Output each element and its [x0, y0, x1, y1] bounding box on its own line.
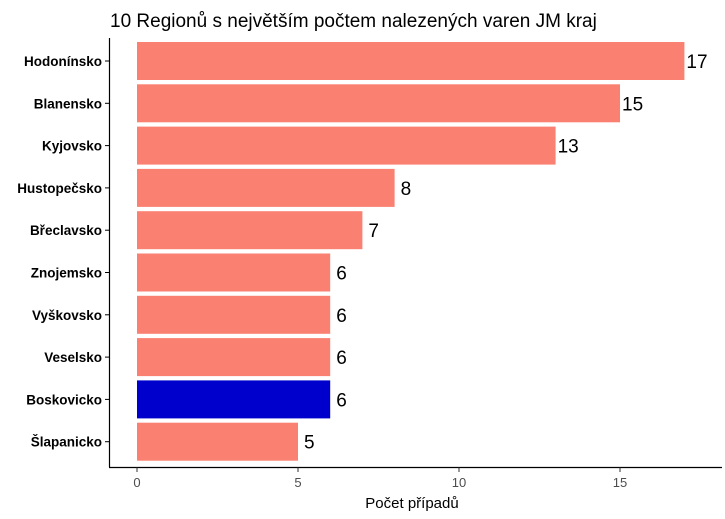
- y-tick-label: Kyjovsko: [42, 139, 102, 154]
- bar-Vyškovsko: [137, 295, 331, 334]
- bar-Šlapanicko: [137, 422, 298, 461]
- bar-Boskovicko: [137, 380, 331, 419]
- data-label: 6: [336, 306, 347, 327]
- y-tick-label: Boskovicko: [26, 392, 102, 407]
- data-label: 8: [401, 179, 412, 200]
- y-tick-label: Znojemsko: [31, 266, 102, 281]
- y-tick-label: Veselsko: [44, 350, 102, 365]
- bar-Hodonínsko: [137, 42, 685, 80]
- data-label: 7: [368, 221, 379, 242]
- y-tick-label: Hodonínsko: [24, 54, 102, 69]
- data-label: 6: [336, 390, 347, 411]
- y-tick-label: Vyškovsko: [32, 308, 102, 323]
- bar-Blanensko: [137, 84, 620, 123]
- data-label: 5: [304, 433, 315, 454]
- x-axis-title: Počet případů: [365, 495, 458, 512]
- data-label: 6: [336, 348, 347, 369]
- x-tick-label: 15: [613, 475, 627, 490]
- bar-Hustopečsko: [137, 168, 395, 207]
- y-tick-label: Hustopečsko: [17, 181, 102, 196]
- bar-Kyjovsko: [137, 126, 556, 165]
- y-tick-label: Břeclavsko: [30, 223, 102, 238]
- x-ticks: 0 5 10 15: [133, 467, 627, 490]
- data-label: 15: [622, 94, 643, 115]
- data-label: 6: [336, 264, 347, 285]
- x-tick-label: 10: [452, 475, 466, 490]
- y-tick-label: Blanensko: [34, 96, 102, 111]
- data-label: 13: [558, 137, 579, 158]
- x-tick-label: 5: [294, 475, 301, 490]
- bar-Břeclavsko: [137, 211, 363, 250]
- y-tick-label: Šlapanicko: [31, 435, 102, 450]
- bar-Znojemsko: [137, 253, 331, 292]
- bar-Veselsko: [137, 338, 331, 377]
- data-label: 17: [686, 52, 707, 73]
- bars: 17 Hodonínsko 15 Blanensko 13 Kyjovsko 8 Hustop…: [17, 42, 708, 461]
- x-tick-label: 0: [133, 475, 140, 490]
- chart-title: 10 Regionů s největším počtem nalezených…: [110, 11, 597, 32]
